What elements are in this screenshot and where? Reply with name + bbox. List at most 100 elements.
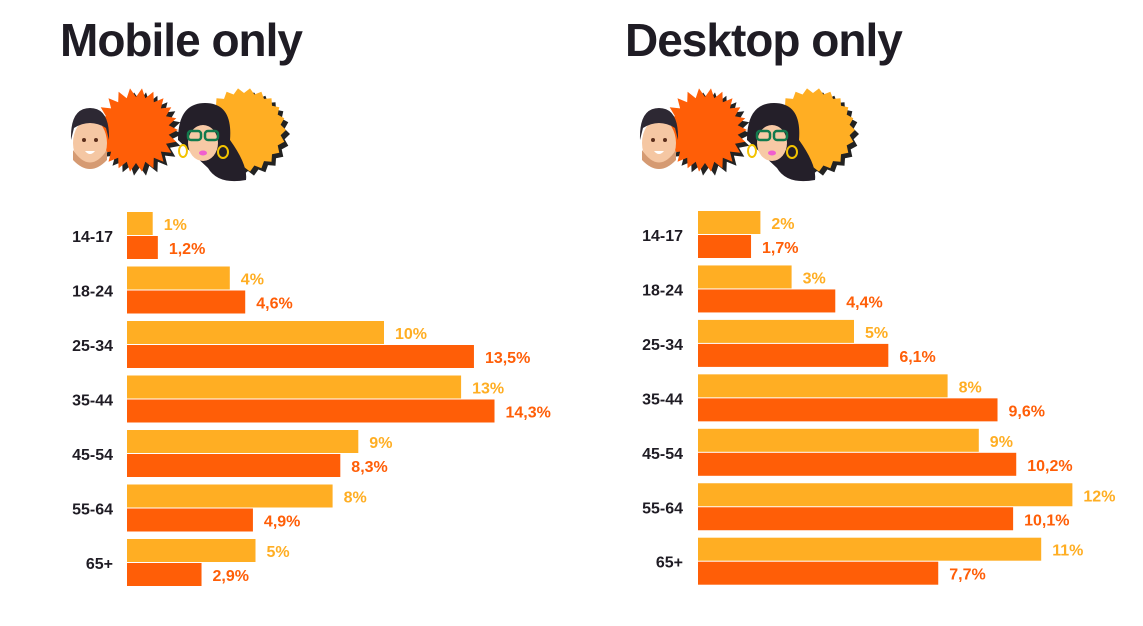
female-bar [698,211,761,234]
age-group-row: 45-54 9% 8,3% [72,430,392,477]
hair [70,108,110,140]
female-value-label: 9% [990,434,1013,451]
female-bar [698,374,948,398]
age-group-row: 25-34 10% 13,5% [72,321,530,368]
female-bar [127,266,230,290]
male-value-label: 10,1% [1024,512,1069,529]
male-value-label: 9,6% [1009,403,1045,420]
earring [786,145,798,159]
age-group-row: 65+ 5% 2,9% [86,539,290,586]
female-avatar-icon [178,88,290,182]
glasses [203,129,220,142]
male-bar [698,452,1017,476]
beard [642,150,676,169]
female-bar [698,537,1042,561]
male-bar [698,507,1014,531]
male-value-label: 4,6% [256,296,292,313]
age-label: 45-54 [72,447,113,464]
female-bar [698,319,854,343]
female-bar [127,539,256,562]
male-value-label: 10,2% [1027,458,1072,475]
female-bar [698,483,1073,507]
desktop-only-chart: Desktop only 14-17 2% 1,7% 18-24 3% 4,4% 25-34 5… [625,14,1115,585]
age-label: 25-34 [72,338,113,355]
face [642,119,676,167]
age-label: 18-24 [642,282,683,299]
female-value-label: 2% [771,216,794,233]
male-bar [127,290,246,314]
male-value-label: 7,7% [949,567,985,584]
female-value-label: 5% [865,325,888,342]
female-bar [127,212,153,235]
age-group-row: 45-54 9% 10,2% [642,428,1073,476]
eye [651,138,655,142]
age-label: 35-44 [72,393,113,410]
face [73,119,107,167]
age-group-row: 18-24 3% 4,4% [642,265,883,313]
female-bar [698,428,979,452]
age-label: 65+ [656,555,683,572]
male-bar [127,508,253,532]
male-bar [127,563,202,586]
age-group-row: 55-64 12% 10,1% [642,483,1115,531]
male-value-label: 6,1% [899,349,935,366]
earring [217,145,229,159]
earring [178,144,188,158]
age-label: 18-24 [72,284,113,301]
earring [747,144,757,158]
male-avatar-icon [70,88,182,176]
male-avatar-icon [639,88,751,176]
mobile-only-chart: Mobile only 14-17 1% 1,2% 18-24 4% 4,6% 25-34 10… [60,14,551,586]
eye [94,138,98,142]
glasses [755,129,772,142]
smile [654,151,664,154]
face [188,125,218,161]
hair [639,108,679,140]
age-group-row: 14-17 2% 1,7% [642,211,799,258]
female-bar [127,484,333,508]
female-value-label: 5% [267,544,290,561]
male-value-label: 1,2% [169,241,205,258]
male-bar [698,289,836,313]
female-bar [127,375,462,399]
male-bar [698,235,752,258]
lips [199,150,207,156]
glasses [186,129,203,142]
male-value-label: 1,7% [762,240,798,257]
male-value-label: 2,9% [213,568,249,585]
female-value-label: 3% [803,270,826,287]
female-value-label: 9% [369,435,392,452]
male-bar [127,399,495,423]
age-label: 35-44 [642,391,683,408]
glasses [772,129,789,142]
female-avatar-icon [747,88,859,182]
female-bar [127,430,359,453]
male-bar [127,454,341,477]
age-label: 45-54 [642,446,683,463]
female-value-label: 8% [959,379,982,396]
female-value-label: 1% [164,217,187,234]
male-value-label: 13,5% [485,350,530,367]
female-value-label: 8% [344,490,367,507]
female-value-label: 10% [395,326,427,343]
male-value-label: 4,4% [846,294,882,311]
age-label: 55-64 [642,500,683,517]
female-bar [698,265,792,289]
female-value-label: 12% [1083,488,1115,505]
smile [85,151,95,154]
age-group-row: 14-17 1% 1,2% [72,212,205,259]
age-group-row: 55-64 8% 4,9% [72,484,367,532]
female-bar [127,321,384,344]
beard [73,150,107,169]
age-group-row: 65+ 11% 7,7% [656,537,1083,585]
age-group-row: 35-44 13%14,3% [72,375,551,423]
age-label: 25-34 [642,337,683,354]
age-label: 14-17 [72,229,113,246]
male-value-label: 8,3% [351,459,387,476]
age-group-row: 18-24 4% 4,6% [72,266,293,314]
chart-title: Mobile only [60,14,303,66]
female-value-label: 4% [241,272,264,289]
male-bar [698,343,889,367]
age-label: 14-17 [642,228,683,245]
